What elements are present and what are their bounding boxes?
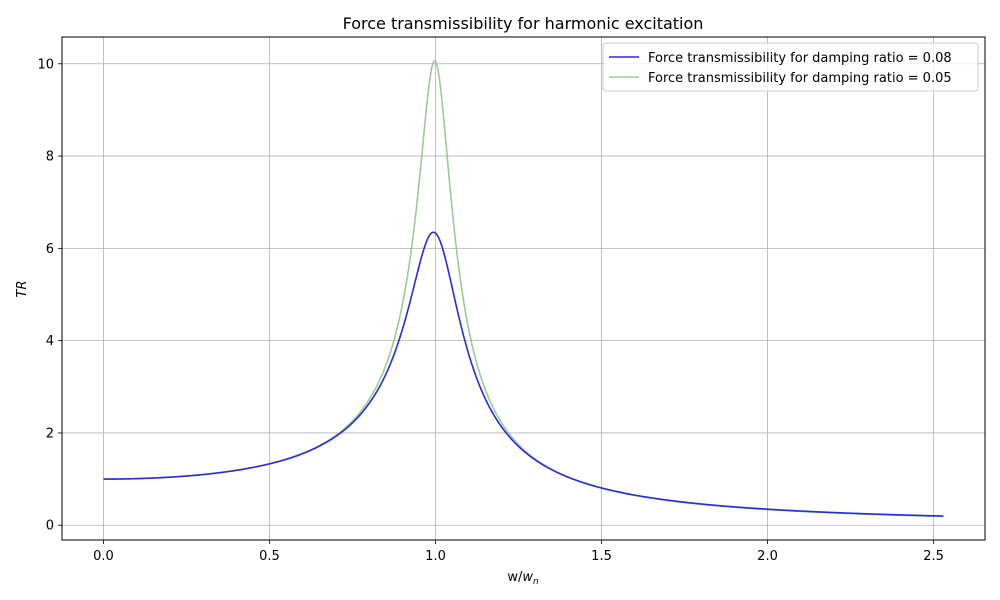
grid	[62, 37, 985, 540]
y-axis-label: TR	[15, 281, 30, 298]
x-tick-label: 0.0	[93, 549, 114, 564]
y-tick-label: 6	[46, 242, 54, 257]
series-layer	[103, 60, 944, 518]
x-tick-label: 2.5	[923, 549, 944, 564]
x-axis-label-italic: w	[522, 570, 533, 585]
y-tick-label: 4	[46, 334, 54, 349]
legend-label-series-2: Force transmissibility for damping ratio…	[648, 71, 952, 86]
legend-box	[602, 42, 979, 92]
x-tick-label: 1.5	[591, 549, 612, 564]
y-tick-label: 8	[46, 150, 54, 165]
legend-label-series-1: Force transmissibility for damping ratio…	[648, 51, 952, 66]
x-tick-label: 1.0	[425, 549, 446, 564]
x-axis-label-subscript: n	[533, 577, 539, 587]
y-tick-label: 0	[46, 519, 54, 534]
ticks: 0.0 0.5 1.0 1.5 2.0 2.5 0 2 4 6 8 10	[37, 57, 943, 564]
y-tick-label: 10	[37, 57, 54, 72]
plot-area-frame	[61, 36, 986, 541]
x-tick-label: 2.0	[757, 549, 778, 564]
series-line-1	[103, 231, 944, 517]
x-tick-label: 0.5	[259, 549, 280, 564]
x-axis-label-main: w/	[507, 570, 523, 585]
y-tick-label: 2	[46, 426, 54, 441]
chart-title: Force transmissibility for harmonic exci…	[343, 14, 704, 33]
legend: Force transmissibility for damping ratio…	[602, 42, 979, 92]
x-axis-label: w/wn	[507, 570, 539, 587]
